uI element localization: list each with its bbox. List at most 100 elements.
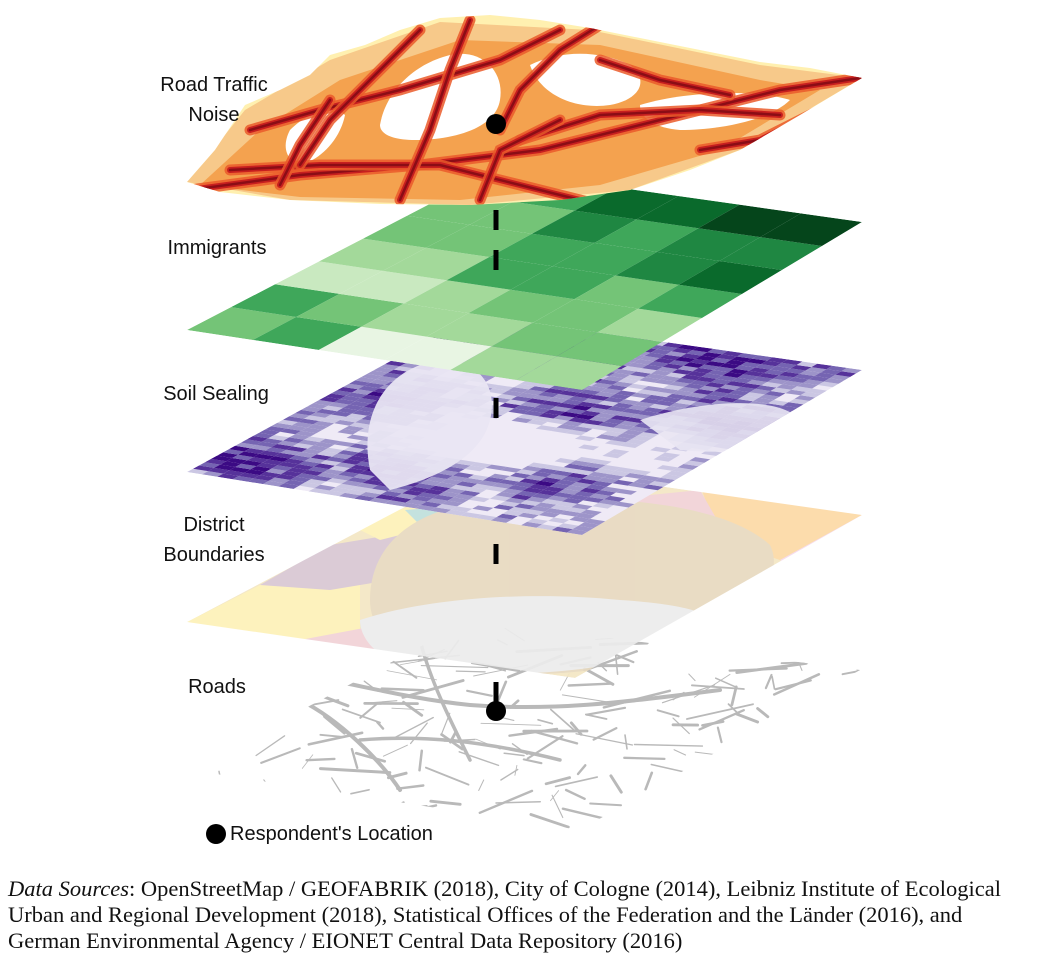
layer-label-noise: Road Traffic Noise <box>104 70 324 130</box>
soil-cell <box>334 399 356 405</box>
soil-cell <box>662 363 684 370</box>
soil-cell <box>601 409 622 416</box>
soil-cell <box>304 415 326 421</box>
soil-cell <box>548 517 570 524</box>
soil-cell <box>835 371 857 377</box>
soil-cell <box>350 464 372 471</box>
soil-cell <box>355 377 376 383</box>
soil-cell <box>500 466 522 473</box>
soil-cell <box>805 367 827 373</box>
soil-cell <box>753 397 774 404</box>
soil-cell <box>586 407 607 413</box>
soil-cell <box>208 467 230 474</box>
road-segment <box>537 718 554 725</box>
soil-cell <box>574 491 595 497</box>
immigrants-cell <box>638 284 742 318</box>
immigrants-cell <box>252 316 362 350</box>
soil-cell <box>695 376 717 383</box>
road-segment <box>686 703 754 720</box>
soil-cell <box>686 350 708 356</box>
respondent-location-marker <box>486 701 506 721</box>
soil-cell <box>666 393 688 400</box>
soil-cell <box>499 402 521 409</box>
soil-cell <box>340 395 362 402</box>
soil-cell <box>278 483 300 489</box>
soil-cell <box>369 497 391 504</box>
road-segment <box>623 756 666 761</box>
road-segment <box>792 649 803 671</box>
soil-cell <box>543 388 565 394</box>
soil-cell <box>301 406 323 413</box>
soil-cell <box>580 410 602 417</box>
soil-cell <box>229 445 251 452</box>
soil-cell <box>559 510 581 517</box>
soil-cell <box>585 386 607 392</box>
soil-cell <box>811 363 833 370</box>
soil-cell <box>346 455 368 462</box>
road-segment <box>260 747 301 764</box>
soil-cell <box>707 370 729 376</box>
soil-cell <box>647 361 669 367</box>
soil-cell <box>360 492 382 498</box>
soil-cell <box>259 450 281 457</box>
soil-cell <box>624 473 646 479</box>
soil-cell <box>528 386 550 392</box>
road-segment <box>478 779 485 791</box>
soil-cell <box>609 470 631 477</box>
soil-cell <box>370 379 391 385</box>
soil-cell <box>527 462 549 469</box>
soil-cell <box>562 420 584 427</box>
soil-cell <box>571 405 592 411</box>
soil-cell <box>758 394 780 400</box>
road-segment <box>418 749 424 772</box>
soil-cell <box>693 389 714 395</box>
soil-cell <box>627 362 648 369</box>
caption-text: : OpenStreetMap / GEOFABRIK (2018), City… <box>8 876 1001 953</box>
soil-cell <box>286 446 308 452</box>
soil-cell <box>799 370 821 376</box>
soil-cell <box>800 391 822 398</box>
soil-cell <box>496 513 518 520</box>
road-segment <box>614 653 635 664</box>
soil-cell <box>325 393 346 399</box>
soil-cell <box>470 462 492 468</box>
noise-corridor <box>188 76 862 192</box>
soil-cell <box>683 460 705 467</box>
legend: Respondent's Location <box>206 820 433 848</box>
soil-cell <box>523 410 545 417</box>
soil-cell <box>574 414 596 420</box>
road-segment <box>544 776 571 786</box>
road-segment <box>554 776 599 788</box>
soil-cell <box>319 460 341 466</box>
soil-cell <box>595 412 617 419</box>
road-segment <box>350 747 359 769</box>
soil-cell <box>335 462 357 469</box>
soil-cell <box>674 356 696 363</box>
soil-cell <box>238 472 260 479</box>
soil-cell <box>615 369 637 375</box>
soil-cell <box>217 473 239 480</box>
soil-cell <box>307 403 329 409</box>
soil-cell <box>557 467 579 473</box>
soil-cell <box>313 421 335 427</box>
soil-cell <box>521 465 543 472</box>
soil-cell <box>569 460 591 467</box>
soil-cell <box>317 472 339 479</box>
soil-cell <box>725 359 747 366</box>
soil-cell <box>534 382 556 389</box>
soil-cell <box>346 392 368 398</box>
road-segment <box>583 667 615 686</box>
soil-cell <box>565 507 587 513</box>
soil-cell <box>638 355 660 362</box>
soil-cell <box>775 362 797 369</box>
soil-cell <box>292 464 314 470</box>
soil-cell <box>651 370 672 376</box>
soil-cell <box>492 385 514 391</box>
soil-cell <box>310 454 332 461</box>
soil-cell <box>820 369 842 375</box>
soil-cell <box>468 496 490 503</box>
soil-cell <box>737 374 759 380</box>
soil-cell <box>764 391 786 397</box>
soil-cell <box>468 474 490 481</box>
soil-cell <box>651 391 673 398</box>
